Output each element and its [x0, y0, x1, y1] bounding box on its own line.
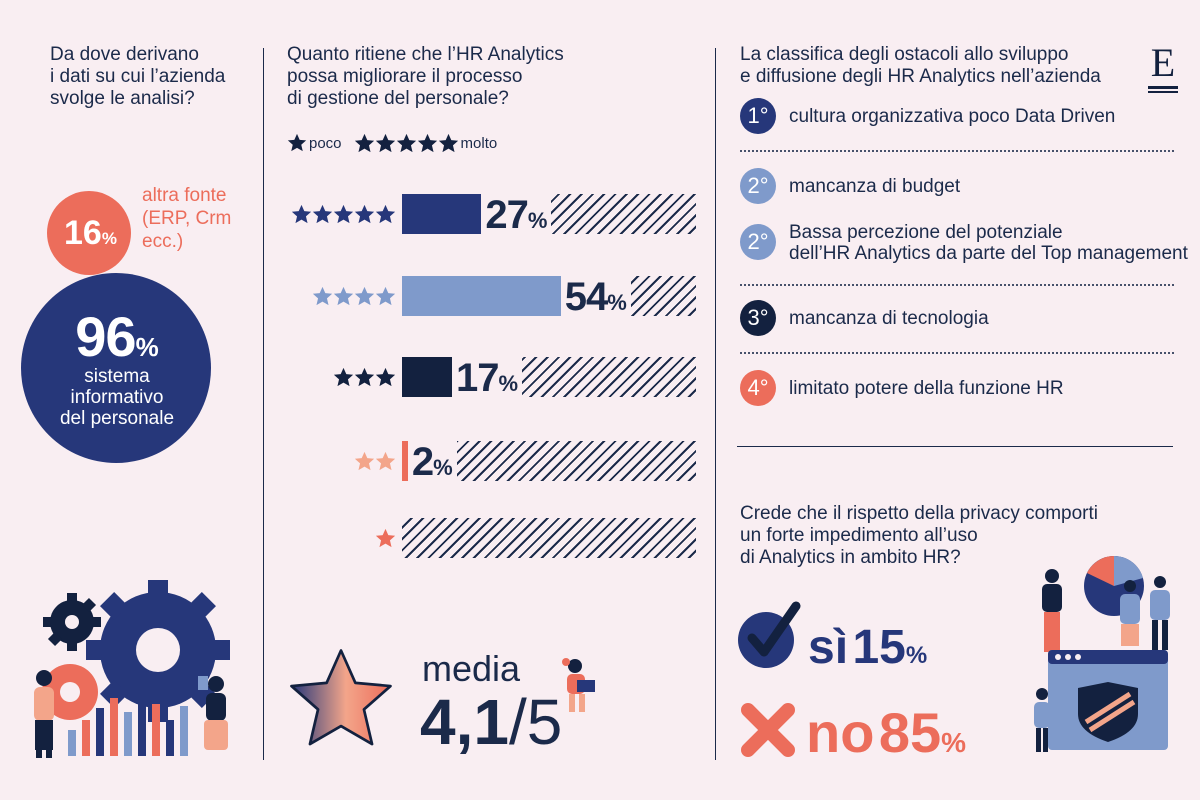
salmon-gear-icon [42, 664, 98, 720]
star-icon [354, 204, 375, 223]
bar-fill [402, 276, 561, 316]
column-divider-1 [263, 48, 264, 760]
q2-question: Quanto ritiene che l’HR Analytics possa … [287, 44, 564, 109]
q1-question: Da dove derivano i dati su cui l’azienda… [50, 44, 226, 109]
person-pointing-icon [1042, 569, 1062, 652]
other-source-label: altra fonte (ERP, Crm ecc.) [142, 185, 232, 252]
rank-badge: 2° [740, 224, 776, 260]
dotted-separator [740, 150, 1174, 152]
rating-stars [284, 357, 396, 397]
section-divider [737, 446, 1173, 447]
legend-five-stars [354, 133, 459, 154]
rank-text: mancanza di budget [789, 176, 961, 197]
star-icon [333, 367, 354, 386]
legend-low-label: poco [309, 134, 342, 152]
checkmark-icon [738, 601, 801, 668]
privacy-illustration [1034, 555, 1170, 752]
main-source-circle [21, 273, 211, 463]
star-icon [333, 286, 354, 305]
star-icon [375, 286, 396, 305]
rank-text: limitato potere della funzione HR [789, 378, 1064, 399]
rank-badge: 3° [740, 300, 776, 336]
source-venn-chart [21, 191, 211, 463]
star-icon [333, 204, 354, 223]
rating-stars [284, 194, 396, 234]
rank-badge: 4° [740, 370, 776, 406]
rank-badge: 2° [740, 168, 776, 204]
bar-fill [402, 357, 452, 397]
main-source-label: sistema informativo del personale [59, 366, 175, 429]
star-icon [417, 133, 437, 152]
legend-high-label: molto [460, 134, 498, 152]
person-laptop-icon [562, 658, 595, 712]
star-icon [312, 286, 333, 305]
rating-stars [284, 276, 396, 316]
no-answer: no 85% [806, 701, 967, 764]
bar-value-label: 54% [560, 276, 631, 318]
person-phone-icon [1150, 576, 1170, 650]
rank-badge: 1° [740, 98, 776, 134]
rating-stars [284, 441, 396, 481]
rank-text: Bassa percezione del potenziale dell’HR A… [789, 222, 1188, 264]
other-source-pct: 16% [64, 214, 117, 252]
shield-icon [1078, 682, 1138, 742]
star-icon [375, 204, 396, 223]
rating-legend: poco molto [287, 132, 497, 154]
person-small-icon [1034, 688, 1050, 752]
star-icon [396, 133, 416, 152]
rating-bar-row: 54% [284, 276, 704, 318]
star-icon [438, 133, 458, 152]
star-icon [312, 204, 333, 223]
rating-bar-row: 17% [284, 357, 704, 399]
logo-underline [1148, 91, 1178, 93]
star-icon [375, 367, 396, 386]
mini-bars-icon [68, 690, 188, 756]
q4-question: Crede che il rispetto della privacy comp… [740, 503, 1098, 568]
rank-text: cultura organizzativa poco Data Driven [789, 106, 1116, 127]
star-icon [375, 451, 396, 470]
star-icon [354, 451, 375, 470]
rating-bar-row: 2% [284, 441, 704, 483]
rating-bar-row [284, 518, 704, 558]
bar-fill [402, 441, 408, 481]
other-source-circle [47, 191, 131, 275]
star-icon [375, 133, 395, 152]
average-star-icon [290, 649, 392, 746]
bar-fill [402, 194, 482, 234]
average-value: 4,1/5 [420, 686, 563, 758]
dotted-separator [740, 352, 1174, 354]
star-icon [354, 367, 375, 386]
gears-illustration [34, 580, 230, 758]
star-icon [375, 528, 396, 547]
average-label: media [422, 648, 521, 689]
q3-title: La classifica degli ostacoli allo svilup… [740, 44, 1101, 87]
star-icon [291, 204, 312, 223]
person-left-icon [34, 670, 54, 758]
column-divider-2 [715, 48, 716, 760]
star-icon [354, 133, 374, 152]
bar-value-label: 27% [481, 194, 552, 236]
person-right-icon [198, 676, 228, 750]
cross-icon [741, 703, 795, 757]
star-icon [287, 133, 307, 152]
star-icon [354, 286, 375, 305]
rank-text: mancanza di tecnologia [789, 308, 989, 329]
yes-answer: sì 15% [808, 621, 928, 674]
bar-value-label: 17% [451, 357, 523, 399]
rating-bar-row: 27% [284, 194, 704, 236]
bar-value-label: 2% [407, 441, 457, 483]
rating-stars [284, 518, 396, 558]
person-standing-icon [1120, 580, 1140, 646]
bar-track [402, 518, 696, 558]
publisher-logo: E [1143, 42, 1183, 98]
dotted-separator [740, 284, 1174, 286]
main-source-pct: 96% [75, 305, 159, 368]
logo-underline [1148, 86, 1178, 89]
